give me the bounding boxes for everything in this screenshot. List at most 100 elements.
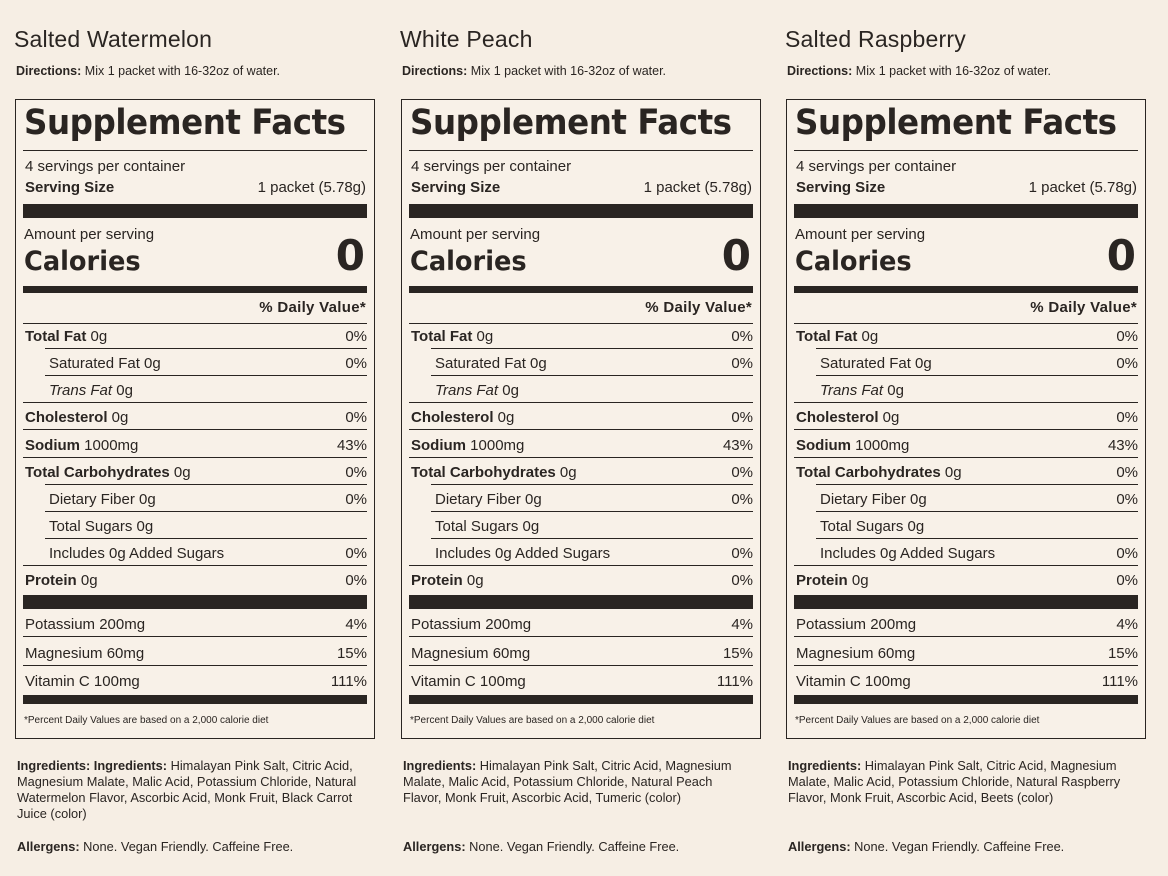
nutrient-name: Total Fat 0g — [411, 328, 493, 345]
row-divider — [409, 565, 753, 566]
allergens-label: Allergens: — [403, 839, 466, 854]
nutrient-name: Sodium 1000mg — [796, 437, 909, 454]
nutrient-row: Total Carbohydrates 0g 0% — [409, 459, 753, 485]
amount-per-serving: Amount per serving — [410, 226, 541, 243]
mineral-name: Potassium 200mg — [25, 616, 146, 633]
nutrient-name-bold: Total Carbohydrates — [411, 464, 556, 481]
daily-value-footnote: *Percent Daily Values are based on a 2,0… — [795, 715, 1040, 726]
row-divider — [409, 636, 753, 637]
mineral-row: Magnesium 60mg 15% — [23, 640, 367, 666]
nutrient-name: Includes 0g Added Sugars — [820, 545, 995, 562]
serving-size-value: 1 packet (5.78g) — [257, 179, 366, 196]
mineral-row: Potassium 200mg 4% — [23, 611, 367, 637]
serving-size-value: 1 packet (5.78g) — [1028, 179, 1137, 196]
mineral-daily-value: 15% — [336, 645, 367, 662]
nutrient-amount: Dietary Fiber 0g — [820, 491, 927, 508]
row-divider — [45, 375, 367, 376]
row-divider — [23, 636, 367, 637]
divider — [23, 323, 367, 324]
thick-divider — [794, 595, 1138, 609]
mineral-name: Magnesium 60mg — [796, 645, 916, 662]
row-divider — [816, 375, 1138, 376]
ingredients: Ingredients: Himalayan Pink Salt, Citric… — [403, 758, 753, 806]
mineral-row: Potassium 200mg 4% — [794, 611, 1138, 637]
directions-label: Directions: — [787, 64, 853, 78]
mineral-row: Magnesium 60mg 15% — [794, 640, 1138, 666]
nutrient-name: Total Sugars 0g — [820, 518, 924, 535]
nutrient-amount: Saturated Fat 0g — [49, 355, 161, 372]
nutrient-name: Saturated Fat 0g — [49, 355, 161, 372]
nutrient-row: Total Fat 0g 0% — [794, 323, 1138, 349]
allergens: Allergens: None. Vegan Friendly. Caffein… — [17, 839, 293, 854]
allergens-label: Allergens: — [17, 839, 80, 854]
allergens-label: Allergens: — [788, 839, 851, 854]
supplement-facts-panel: Supplement Facts 4 servings per containe… — [15, 99, 375, 739]
calories-value: 0 — [335, 231, 365, 280]
nutrient-name-bold: Cholesterol — [411, 409, 494, 426]
nutrient-daily-value: 0% — [731, 464, 753, 481]
nutrient-amount: 0g — [76, 572, 98, 589]
ingredients-prefix: Ingredients: — [93, 758, 168, 773]
nutrient-row: Protein 0g 0% — [409, 567, 753, 593]
nutrient-daily-value: 43% — [722, 437, 753, 454]
nutrient-amount: Dietary Fiber 0g — [49, 491, 156, 508]
directions-label: Directions: — [16, 64, 82, 78]
nutrient-name: Includes 0g Added Sugars — [49, 545, 224, 562]
panel-title: Supplement Facts — [410, 103, 732, 143]
nutrient-name-bold: Protein — [411, 572, 463, 589]
mineral-daily-value: 4% — [345, 616, 367, 633]
product-column-salted-raspberry: Salted Raspberry Directions: Mix 1 packe… — [785, 0, 1147, 876]
nutrient-row: Saturated Fat 0g 0% — [794, 350, 1138, 376]
nutrient-daily-value: 0% — [1116, 572, 1138, 589]
nutrient-amount: 0g — [940, 464, 962, 481]
serving-size-label: Serving Size — [796, 179, 886, 196]
nutrient-daily-value: 0% — [345, 355, 367, 372]
thick-divider — [23, 204, 367, 218]
nutrient-name: Dietary Fiber 0g — [49, 491, 156, 508]
nutrient-name-bold: Cholesterol — [25, 409, 108, 426]
row-divider — [431, 348, 753, 349]
row-divider — [794, 565, 1138, 566]
mineral-row: Vitamin C 100mg 111% — [409, 668, 753, 694]
nutrient-row: Trans Fat 0g — [794, 377, 1138, 403]
panel-title: Supplement Facts — [795, 103, 1117, 143]
nutrient-amount: 0g — [169, 464, 191, 481]
nutrient-amount: 0g — [86, 328, 108, 345]
flavor-title: Salted Watermelon — [14, 26, 213, 52]
thick-divider — [409, 204, 753, 218]
row-divider — [409, 402, 753, 403]
mineral-daily-value: 111% — [330, 673, 367, 690]
nutrient-name: Cholesterol 0g — [411, 409, 514, 426]
nutrient-name: Total Carbohydrates 0g — [411, 464, 577, 481]
mineral-name: Magnesium 60mg — [25, 645, 145, 662]
row-divider — [23, 429, 367, 430]
row-divider — [23, 457, 367, 458]
ingredients: Ingredients: Himalayan Pink Salt, Citric… — [788, 758, 1138, 806]
directions-text: Mix 1 packet with 16-32oz of water. — [855, 64, 1052, 78]
mineral-daily-value: 111% — [716, 673, 753, 690]
mineral-row: Magnesium 60mg 15% — [409, 640, 753, 666]
nutrient-daily-value: 0% — [731, 328, 753, 345]
nutrient-name-bold: Cholesterol — [796, 409, 879, 426]
daily-value-header: % Daily Value* — [259, 299, 366, 316]
mineral-daily-value: 15% — [1107, 645, 1138, 662]
nutrient-daily-value: 0% — [1116, 464, 1138, 481]
nutrient-daily-value: 0% — [345, 572, 367, 589]
nutrient-row: Total Sugars 0g — [409, 513, 753, 539]
nutrient-daily-value: 0% — [731, 572, 753, 589]
mineral-name: Vitamin C 100mg — [411, 673, 526, 690]
mineral-row: Vitamin C 100mg 111% — [23, 668, 367, 694]
nutrient-row: Trans Fat 0g — [409, 377, 753, 403]
nutrient-daily-value: 43% — [1107, 437, 1138, 454]
nutrient-name-bold: Total Fat — [411, 328, 473, 345]
serving-size: Serving Size 1 packet (5.78g) — [25, 179, 366, 196]
row-divider — [794, 429, 1138, 430]
nutrient-daily-value: 0% — [345, 545, 367, 562]
nutrient-name: Cholesterol 0g — [796, 409, 899, 426]
medium-divider — [23, 695, 367, 704]
thick-divider — [409, 595, 753, 609]
divider — [23, 150, 367, 151]
calories-value: 0 — [721, 231, 751, 280]
row-divider — [23, 402, 367, 403]
medium-divider — [23, 286, 367, 293]
